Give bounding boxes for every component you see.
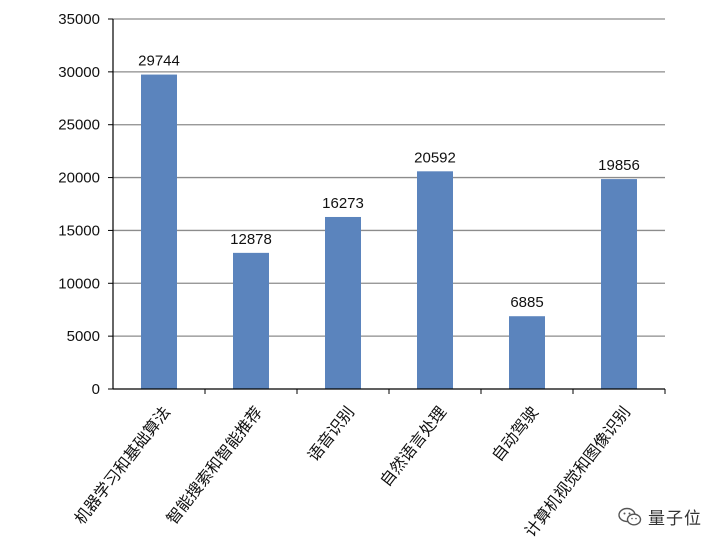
gridlines	[113, 18, 665, 337]
y-tick-label: 0	[92, 381, 100, 398]
x-category-label: 语音识别	[304, 403, 358, 465]
bar	[417, 171, 453, 389]
axes	[112, 19, 666, 394]
bar	[325, 216, 361, 389]
data-labels: 29744 12878 16273 20592 6885 19856	[138, 53, 640, 312]
watermark-text: 量子位	[648, 509, 702, 529]
bar	[141, 74, 177, 390]
bars	[141, 74, 637, 390]
y-tick-label: 15000	[58, 222, 100, 239]
x-category-label: 机器学习和基础算法	[71, 403, 175, 528]
y-tick-label: 20000	[58, 170, 100, 187]
bar	[233, 252, 269, 389]
y-tick-label: 25000	[58, 117, 100, 134]
data-label: 12878	[230, 231, 272, 248]
bar	[509, 316, 545, 389]
x-category-label: 智能搜索和智能推荐	[163, 403, 267, 528]
data-label: 20592	[414, 149, 456, 166]
data-label: 29744	[138, 53, 180, 70]
y-tick-label: 5000	[67, 328, 100, 345]
y-tick-label: 35000	[58, 11, 100, 28]
y-axis-ticks: 0 5000 10000 15000 20000 25000 30000 35000	[58, 11, 113, 398]
y-tick-label: 10000	[58, 275, 100, 292]
x-category-label: 自动驾驶	[488, 403, 542, 465]
watermark: 量子位	[618, 504, 702, 529]
data-label: 19856	[598, 157, 640, 174]
bar	[601, 179, 637, 389]
y-tick-label: 30000	[58, 64, 100, 81]
wechat-icon	[618, 507, 642, 526]
data-label: 6885	[510, 294, 543, 311]
data-label: 16273	[322, 195, 364, 212]
x-category-label: 自然语言处理	[376, 403, 450, 490]
